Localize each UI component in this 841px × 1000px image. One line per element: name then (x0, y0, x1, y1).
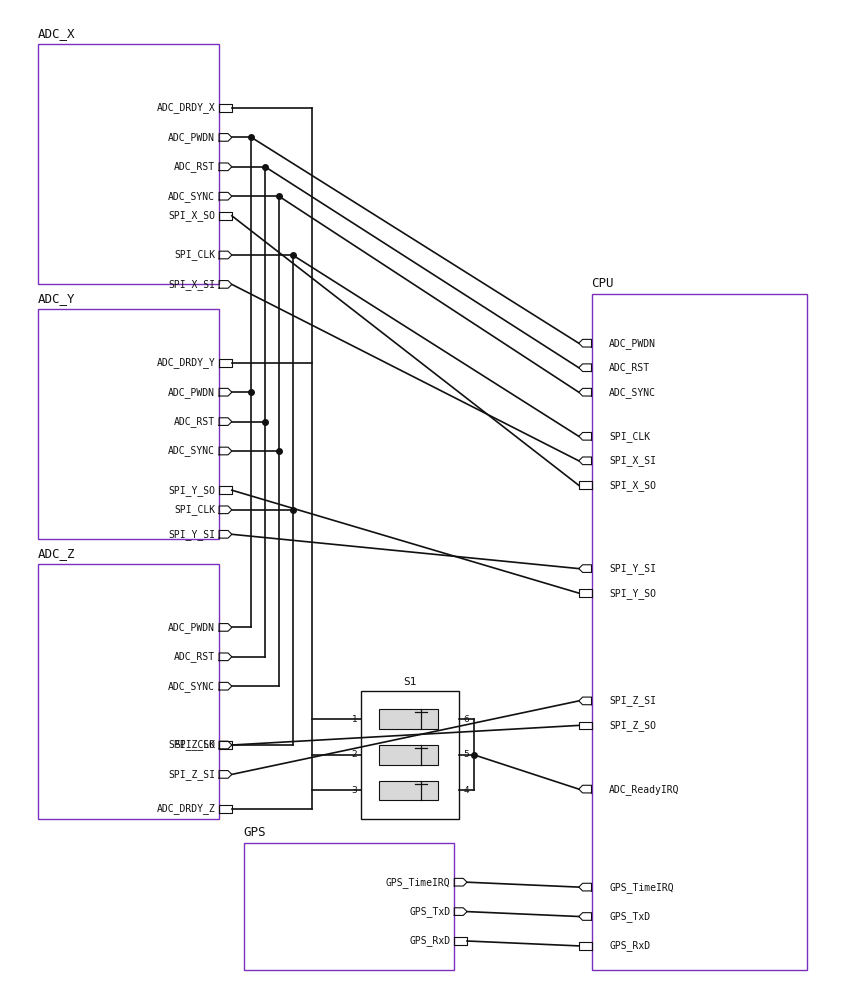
Bar (38, 309, 220, 539)
Text: ADC_ReadyIRQ: ADC_ReadyIRQ (609, 784, 680, 795)
Text: CPU: CPU (591, 277, 614, 290)
Text: ADC_PWDN: ADC_PWDN (609, 338, 656, 349)
Text: SPI_Z_SI: SPI_Z_SI (609, 695, 656, 706)
Text: SPI_CLK: SPI_CLK (174, 250, 215, 260)
Text: ADC_RST: ADC_RST (174, 416, 215, 427)
Text: SPI_Y_SI: SPI_Y_SI (168, 529, 215, 540)
Text: SPI_CLK: SPI_CLK (174, 740, 215, 750)
Text: SPI_X_SO: SPI_X_SO (609, 480, 656, 491)
Text: GPS_TxD: GPS_TxD (609, 911, 650, 922)
Text: ADC_SYNC: ADC_SYNC (168, 446, 215, 456)
Text: SPI_X_SI: SPI_X_SI (609, 455, 656, 466)
Text: SPI_CLK: SPI_CLK (609, 431, 650, 442)
Text: GPS_TxD: GPS_TxD (410, 906, 451, 917)
Text: ADC_PWDN: ADC_PWDN (168, 132, 215, 143)
Text: SPI_Z_SO: SPI_Z_SO (609, 720, 656, 731)
Bar (378, 781, 437, 800)
Bar (38, 564, 220, 818)
Text: 6: 6 (463, 715, 469, 724)
Text: ADC_RST: ADC_RST (174, 161, 215, 172)
Bar (38, 44, 220, 284)
Text: ADC_SYNC: ADC_SYNC (168, 681, 215, 692)
Text: SPI_CLK: SPI_CLK (174, 504, 215, 515)
Bar (362, 691, 459, 818)
Text: 4: 4 (463, 786, 468, 795)
Text: ADC_RST: ADC_RST (174, 651, 215, 662)
Bar (591, 294, 807, 970)
Text: ADC_RST: ADC_RST (609, 362, 650, 373)
Text: ADC_PWDN: ADC_PWDN (168, 387, 215, 398)
Text: SPI_Y_SI: SPI_Y_SI (609, 563, 656, 574)
Text: GPS: GPS (244, 826, 266, 839)
Bar (244, 843, 454, 970)
Text: ADC_DRDY_Z: ADC_DRDY_Z (156, 803, 215, 814)
Text: SPI_X_SI: SPI_X_SI (168, 279, 215, 290)
Text: SPI_Z_SI: SPI_Z_SI (168, 769, 215, 780)
Text: GPS_RxD: GPS_RxD (410, 936, 451, 946)
Text: ADC_Y: ADC_Y (38, 292, 76, 305)
Text: ADC_Z: ADC_Z (38, 547, 76, 560)
Text: SPI_X_SO: SPI_X_SO (168, 210, 215, 221)
Text: GPS_RxD: GPS_RxD (609, 940, 650, 951)
Text: GPS_TimeIRQ: GPS_TimeIRQ (386, 877, 451, 888)
Text: S1: S1 (404, 677, 417, 687)
Text: 2: 2 (352, 750, 357, 759)
Text: ADC_PWDN: ADC_PWDN (168, 622, 215, 633)
Text: 5: 5 (463, 750, 469, 759)
Text: SPI_Y_SO: SPI_Y_SO (168, 485, 215, 496)
Text: ADC_DRDY_X: ADC_DRDY_X (156, 103, 215, 113)
Bar (378, 745, 437, 765)
Bar (378, 709, 437, 729)
Text: SPI_Z_SO: SPI_Z_SO (168, 740, 215, 750)
Text: ADC_SYNC: ADC_SYNC (168, 191, 215, 202)
Text: ADC_SYNC: ADC_SYNC (609, 387, 656, 398)
Text: 1: 1 (352, 715, 357, 724)
Text: GPS_TimeIRQ: GPS_TimeIRQ (609, 882, 674, 893)
Text: SPI_Y_SO: SPI_Y_SO (609, 588, 656, 599)
Text: 3: 3 (352, 786, 357, 795)
Text: ADC_X: ADC_X (38, 27, 76, 40)
Text: ADC_DRDY_Y: ADC_DRDY_Y (156, 357, 215, 368)
